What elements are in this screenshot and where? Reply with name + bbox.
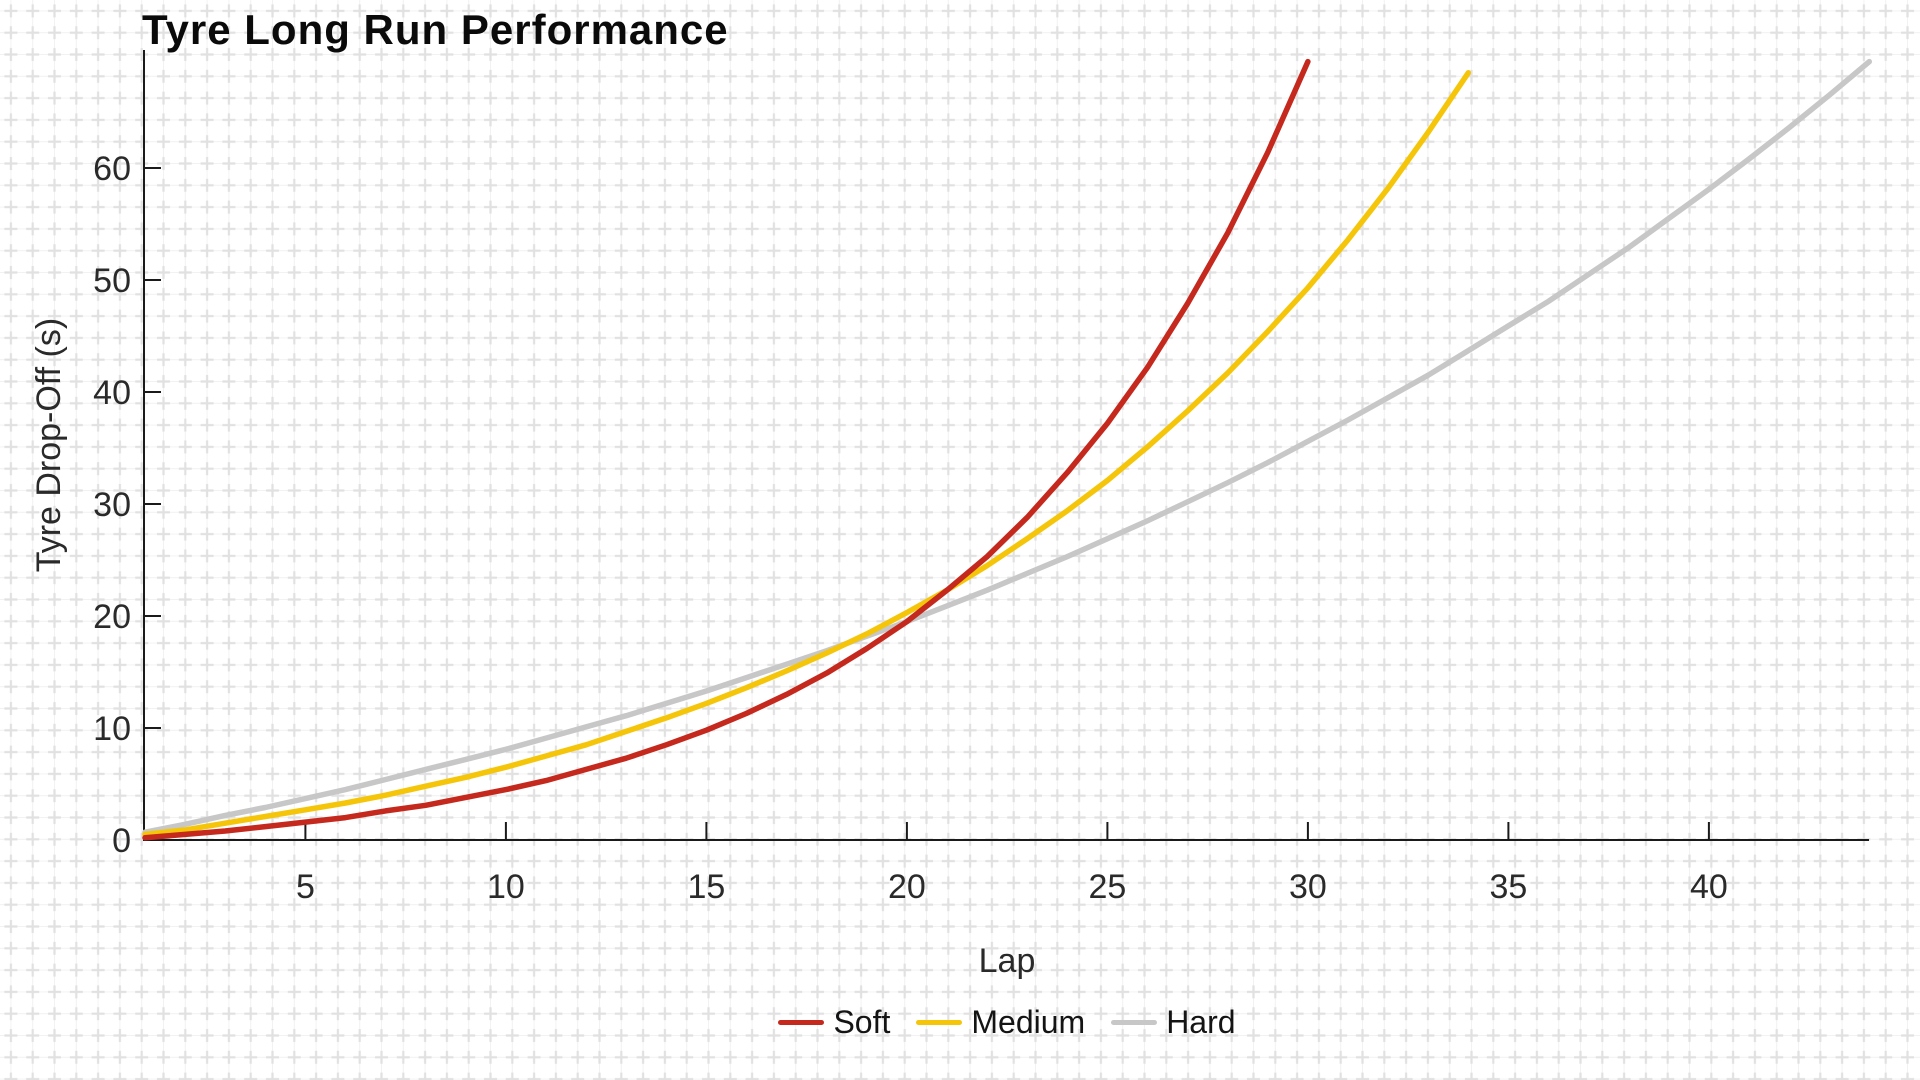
y-tick-label: 20 [93, 598, 131, 636]
x-axis-title: Lap [979, 942, 1036, 980]
plot-area: 0 10 20 30 40 50 60 5 10 15 20 25 30 35 40 [93, 58, 1873, 906]
x-tick-label: 35 [1489, 868, 1527, 906]
y-tick-label: 30 [93, 486, 131, 524]
legend-swatch-soft [778, 1019, 825, 1025]
legend-item-medium: Medium [916, 1004, 1085, 1041]
legend-item-soft: Soft [778, 1004, 890, 1041]
chart-title: Tyre Long Run Performance [142, 6, 729, 53]
x-tick-label: 30 [1289, 868, 1327, 906]
x-tick-label: 10 [487, 868, 525, 906]
series-line-soft [142, 58, 1311, 841]
y-tick-label: 40 [93, 374, 131, 412]
legend-item-hard: Hard [1111, 1003, 1236, 1041]
y-tick-label: 10 [93, 710, 131, 748]
chart-legend: Soft Medium Hard [145, 998, 1869, 1046]
x-tick-label: 5 [296, 868, 315, 906]
y-tick-label: 50 [93, 262, 131, 300]
y-axis-title: Tyre Drop-Off (s) [30, 318, 68, 572]
x-tick-label: 40 [1690, 868, 1728, 906]
legend-label-medium: Medium [971, 1003, 1086, 1040]
legend-label-hard: Hard [1166, 1003, 1236, 1040]
y-tick-label: 0 [112, 822, 131, 860]
legend-swatch-hard [1111, 1019, 1158, 1025]
y-tick-label: 60 [93, 150, 131, 188]
x-tick-label: 15 [687, 868, 725, 906]
x-tick-label: 25 [1088, 868, 1126, 906]
legend-swatch-medium [916, 1019, 963, 1025]
series-line-medium [142, 70, 1472, 838]
legend-label-soft: Soft [833, 1003, 891, 1040]
series-line-hard [142, 58, 1873, 835]
x-tick-label: 20 [888, 868, 926, 906]
